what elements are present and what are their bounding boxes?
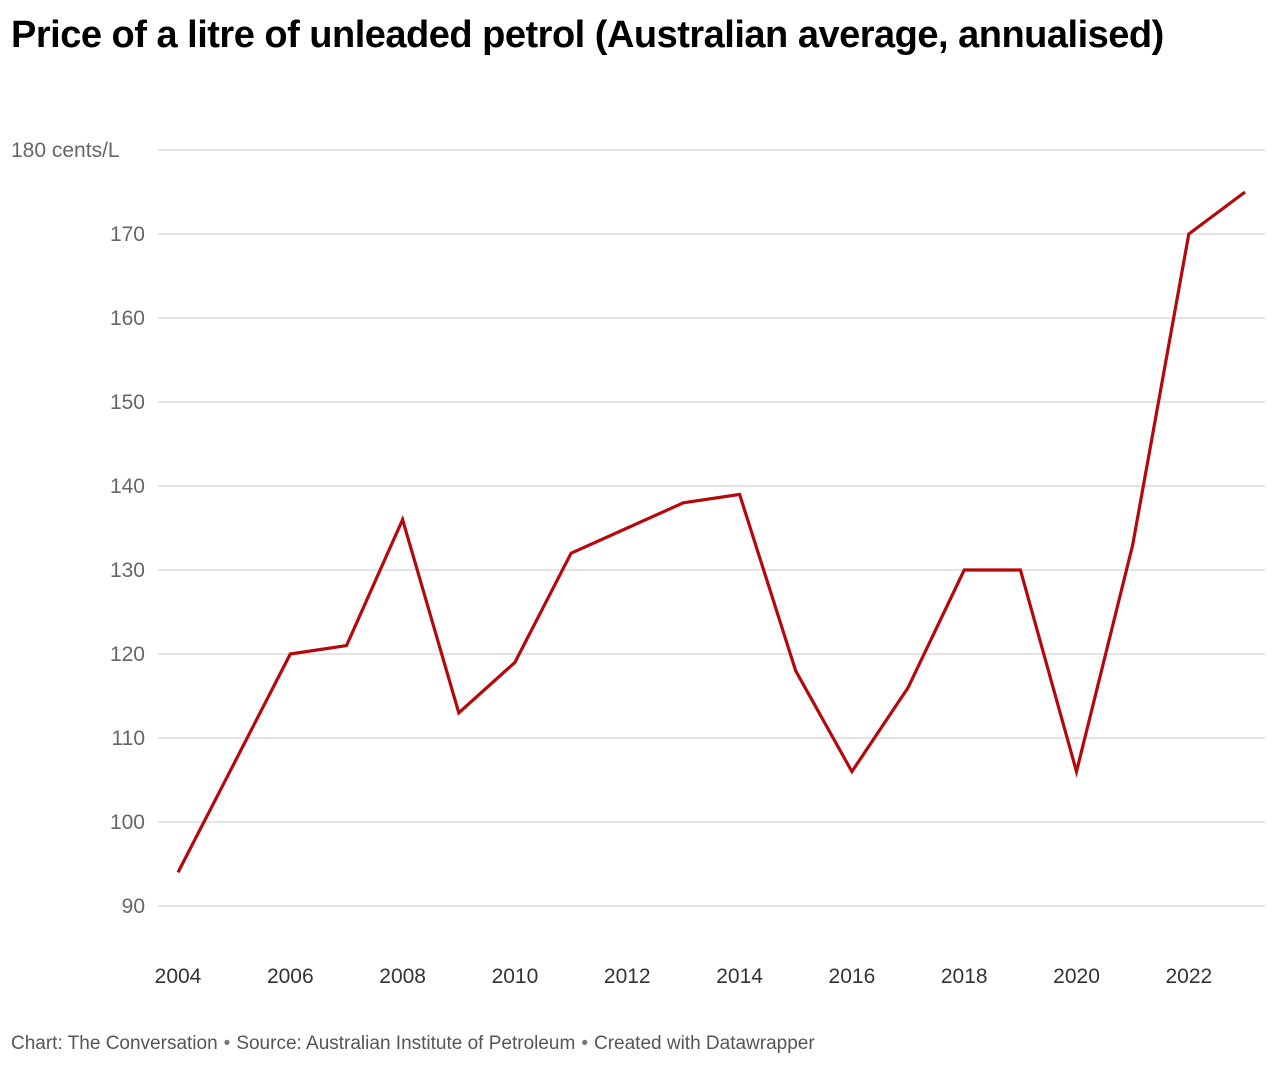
x-tick-label: 2018 bbox=[941, 965, 988, 988]
source-credit: Source: Australian Institute of Petroleu… bbox=[236, 1033, 576, 1054]
footer-separator: • bbox=[581, 1033, 588, 1054]
gridlines bbox=[158, 149, 1265, 907]
x-tick-label: 2012 bbox=[604, 965, 651, 988]
y-axis-labels: 90 100 110 120 130 140 150 160 170 180 cents/L bbox=[11, 139, 145, 918]
chart-title: Price of a litre of unleaded petrol (Aus… bbox=[11, 14, 1164, 56]
x-tick-label: 2004 bbox=[155, 965, 202, 988]
x-tick-label: 2020 bbox=[1053, 965, 1100, 988]
x-tick-label: 2016 bbox=[829, 965, 876, 988]
x-tick-label: 2022 bbox=[1165, 965, 1212, 988]
y-tick-label: 150 bbox=[110, 391, 145, 414]
y-tick-label: 110 bbox=[112, 727, 145, 750]
y-tick-label: 160 bbox=[110, 307, 145, 330]
y-tick-label: 100 bbox=[110, 811, 145, 834]
footer-separator: • bbox=[223, 1033, 231, 1054]
y-tick-label: 140 bbox=[110, 475, 145, 498]
series-line-petrol-price bbox=[176, 190, 1246, 874]
x-tick-label: 2010 bbox=[492, 965, 539, 988]
x-tick-label: 2014 bbox=[716, 965, 763, 988]
y-tick-label: 130 bbox=[110, 559, 145, 582]
x-axis-labels: 2004 2006 2008 2010 2012 2014 2016 2018 2020 2022 bbox=[155, 965, 1213, 988]
y-tick-label: 180 cents/L bbox=[11, 139, 120, 162]
chart-credit: Chart: The Conversation bbox=[11, 1033, 218, 1054]
y-tick-label: 170 bbox=[110, 223, 145, 246]
y-tick-label: 90 bbox=[122, 895, 145, 918]
chart-footer: Chart: The Conversation • Source: Australi… bbox=[11, 1033, 815, 1055]
x-tick-label: 2006 bbox=[267, 965, 314, 988]
x-tick-label: 2008 bbox=[379, 965, 426, 988]
datawrapper-credit: Created with Datawrapper bbox=[593, 1033, 815, 1054]
series-lines bbox=[176, 190, 1246, 874]
y-tick-label: 120 bbox=[110, 643, 145, 666]
